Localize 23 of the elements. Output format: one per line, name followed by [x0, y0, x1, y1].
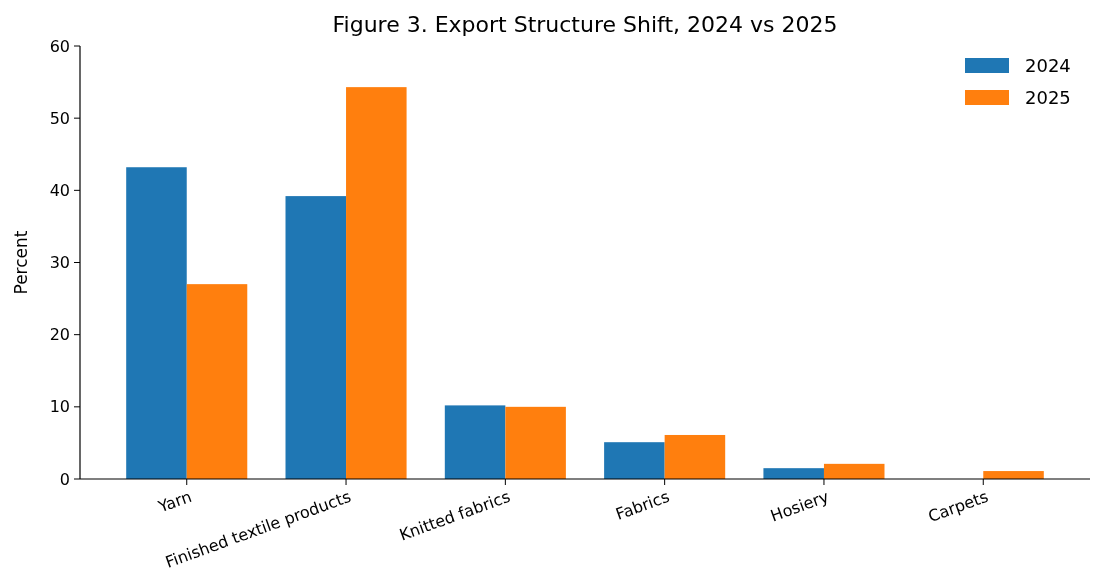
y-axis-title: Percent — [11, 230, 31, 295]
bar — [126, 167, 187, 479]
y-tick-label: 0 — [59, 469, 70, 489]
bar — [823, 463, 885, 479]
y-tick-label: 50 — [49, 108, 70, 128]
bar — [505, 406, 566, 479]
y-tick-label: 10 — [49, 397, 70, 417]
chart-title: Figure 3. Export Structure Shift, 2024 vs 2025 — [332, 12, 838, 37]
bar — [444, 405, 506, 479]
x-tick-label: Yarn — [154, 486, 195, 517]
bar — [186, 284, 248, 479]
legend-label: 2024 — [1025, 55, 1071, 77]
bar — [664, 434, 726, 479]
y-tick-label: 40 — [49, 180, 70, 200]
bar — [763, 468, 824, 479]
y-tick-label: 30 — [49, 253, 70, 273]
x-tick-label: Fabrics — [613, 486, 673, 524]
bar — [285, 196, 347, 479]
legend-label: 2025 — [1025, 87, 1071, 109]
bar — [346, 87, 407, 479]
y-tick-label: 60 — [49, 36, 70, 56]
bar — [604, 442, 665, 479]
y-tick-label: 20 — [49, 325, 70, 345]
